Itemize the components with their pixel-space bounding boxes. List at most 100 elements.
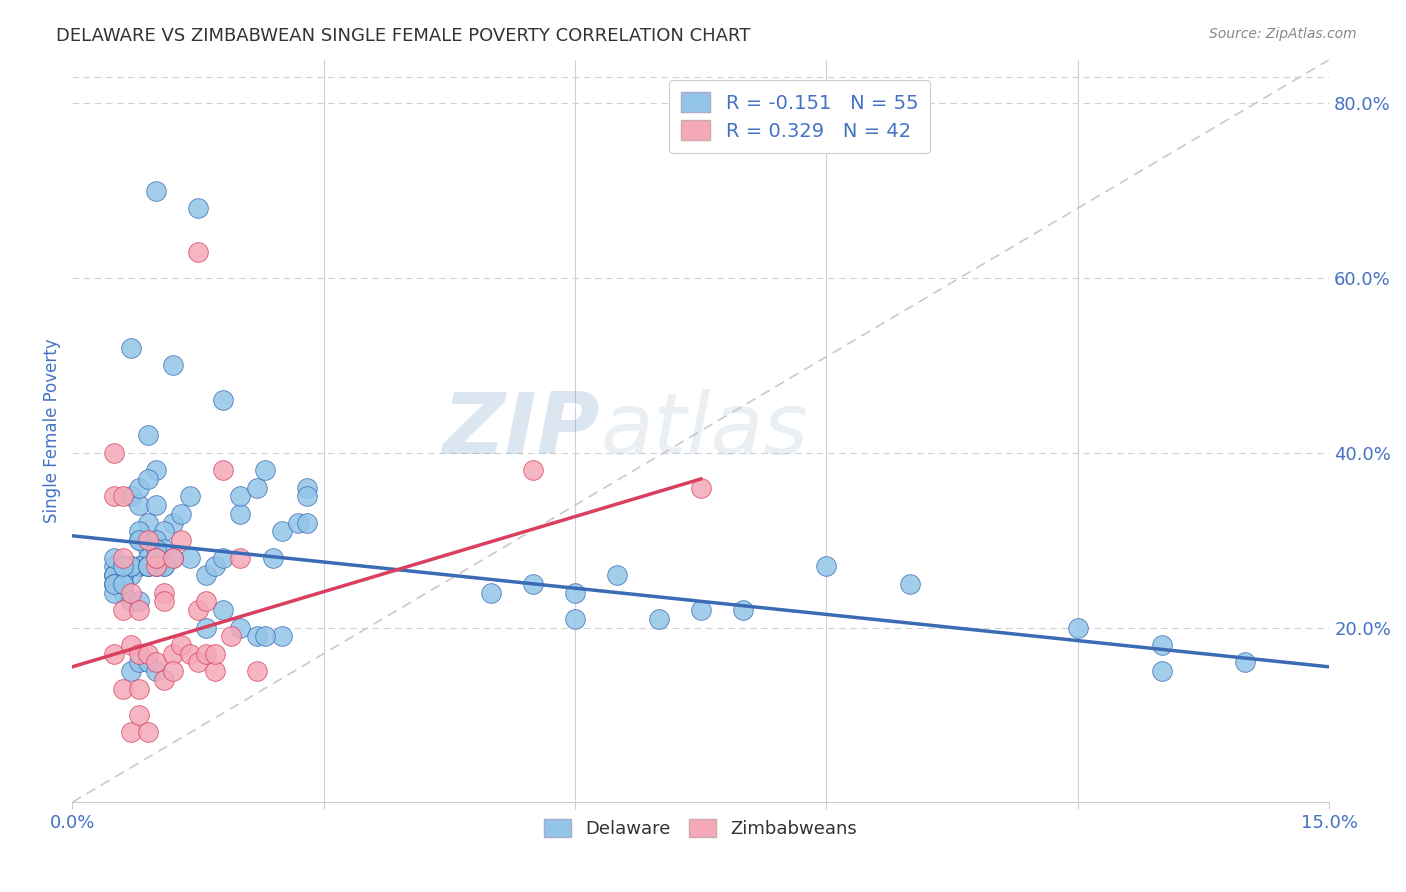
Point: [145, 550, 167, 565]
Point: [103, 490, 125, 504]
Point: [295, 481, 318, 495]
Point: [128, 481, 150, 495]
Point: [111, 681, 134, 696]
Point: [229, 507, 252, 521]
Point: [648, 612, 671, 626]
Point: [212, 550, 235, 565]
Point: [128, 647, 150, 661]
Point: [204, 664, 226, 678]
Point: [111, 568, 134, 582]
Point: [1234, 656, 1257, 670]
Point: [295, 490, 318, 504]
Point: [262, 550, 284, 565]
Point: [128, 656, 150, 670]
Point: [120, 585, 142, 599]
Point: [145, 664, 167, 678]
Point: [187, 244, 209, 259]
Point: [120, 664, 142, 678]
Point: [179, 550, 201, 565]
Point: [162, 550, 184, 565]
Point: [111, 577, 134, 591]
Point: [145, 656, 167, 670]
Point: [212, 603, 235, 617]
Legend: Delaware, Zimbabweans: Delaware, Zimbabweans: [537, 812, 865, 846]
Point: [1067, 621, 1090, 635]
Text: atlas: atlas: [600, 390, 808, 473]
Point: [111, 603, 134, 617]
Point: [246, 481, 269, 495]
Point: [103, 577, 125, 591]
Point: [689, 603, 711, 617]
Point: [187, 201, 209, 215]
Point: [111, 577, 134, 591]
Point: [162, 516, 184, 530]
Point: [246, 629, 269, 643]
Point: [136, 516, 159, 530]
Point: [153, 673, 176, 687]
Text: DELAWARE VS ZIMBABWEAN SINGLE FEMALE POVERTY CORRELATION CHART: DELAWARE VS ZIMBABWEAN SINGLE FEMALE POV…: [56, 27, 751, 45]
Point: [136, 550, 159, 565]
Point: [564, 612, 586, 626]
Point: [229, 621, 252, 635]
Point: [522, 577, 544, 591]
Point: [103, 647, 125, 661]
Point: [253, 463, 276, 477]
Point: [136, 656, 159, 670]
Point: [195, 647, 218, 661]
Point: [136, 472, 159, 486]
Point: [270, 629, 292, 643]
Point: [815, 559, 838, 574]
Y-axis label: Single Female Poverty: Single Female Poverty: [44, 339, 60, 524]
Point: [103, 446, 125, 460]
Point: [187, 603, 209, 617]
Point: [145, 541, 167, 556]
Point: [212, 393, 235, 408]
Point: [128, 603, 150, 617]
Point: [103, 577, 125, 591]
Point: [145, 550, 167, 565]
Point: [295, 516, 318, 530]
Point: [103, 568, 125, 582]
Point: [153, 594, 176, 608]
Point: [564, 585, 586, 599]
Point: [136, 725, 159, 739]
Point: [111, 559, 134, 574]
Point: [136, 559, 159, 574]
Point: [145, 559, 167, 574]
Point: [145, 550, 167, 565]
Point: [731, 603, 754, 617]
Point: [229, 550, 252, 565]
Point: [145, 463, 167, 477]
Point: [270, 524, 292, 539]
Point: [162, 664, 184, 678]
Point: [120, 594, 142, 608]
Point: [120, 559, 142, 574]
Point: [153, 524, 176, 539]
Point: [103, 585, 125, 599]
Point: [120, 341, 142, 355]
Point: [111, 585, 134, 599]
Point: [103, 568, 125, 582]
Point: [287, 516, 309, 530]
Point: [179, 490, 201, 504]
Point: [128, 524, 150, 539]
Point: [153, 585, 176, 599]
Point: [128, 533, 150, 548]
Point: [128, 559, 150, 574]
Point: [120, 568, 142, 582]
Point: [120, 559, 142, 574]
Point: [111, 559, 134, 574]
Point: [128, 594, 150, 608]
Point: [1150, 664, 1173, 678]
Point: [212, 463, 235, 477]
Point: [111, 577, 134, 591]
Point: [1150, 638, 1173, 652]
Point: [195, 594, 218, 608]
Point: [120, 725, 142, 739]
Point: [162, 647, 184, 661]
Point: [606, 568, 628, 582]
Point: [162, 550, 184, 565]
Point: [187, 656, 209, 670]
Point: [136, 541, 159, 556]
Point: [103, 577, 125, 591]
